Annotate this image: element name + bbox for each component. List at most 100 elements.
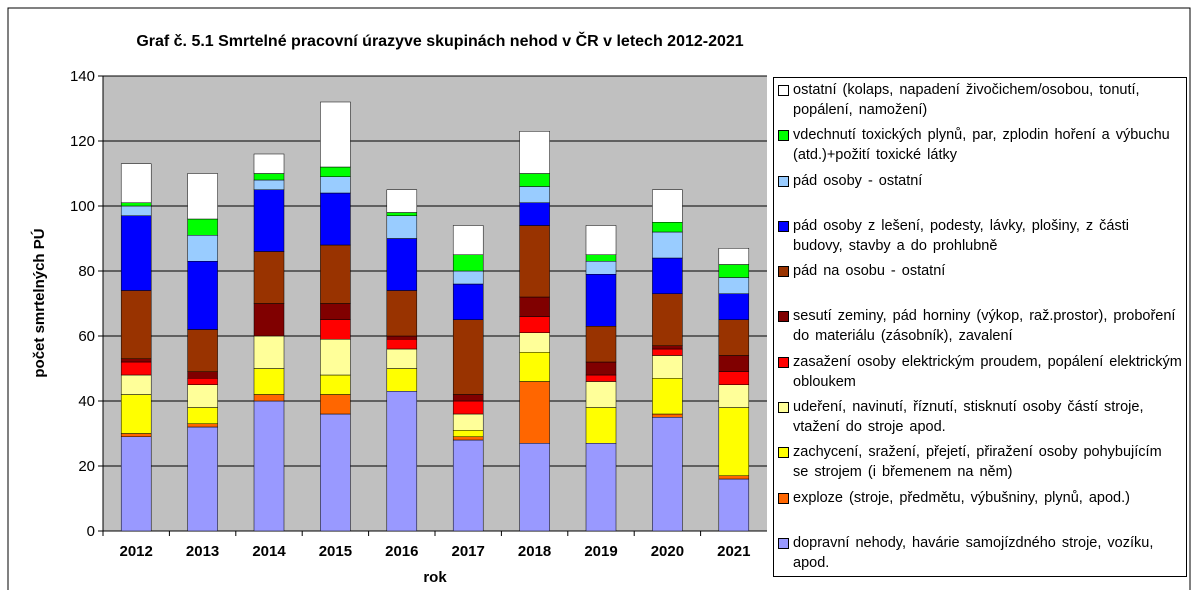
- bar-segment: [652, 348, 683, 356]
- bar-segment: [652, 417, 683, 532]
- legend-swatch: [778, 130, 789, 142]
- bar-segment: [320, 192, 351, 246]
- bar-segment: [718, 384, 750, 408]
- bar-segment: [187, 173, 218, 220]
- x-tick-label: 2016: [385, 543, 418, 560]
- frame: [7, 7, 1191, 595]
- bar-segment: [652, 293, 683, 346]
- legend-swatch: [778, 537, 789, 549]
- legend-label: pád na osobu - ostatní: [793, 263, 946, 280]
- legend-swatch: [778, 175, 789, 187]
- bar-segment: [585, 443, 617, 532]
- legend-label: udeření, navinutí, říznutí, stisknutí os…: [793, 399, 1144, 436]
- bar-segment: [120, 215, 152, 291]
- bar-segment: [120, 358, 152, 363]
- bar-segment: [386, 290, 418, 337]
- legend-swatch: [778, 492, 789, 504]
- bar-segment: [519, 202, 550, 226]
- bar-segment: [585, 361, 617, 376]
- bar-segment: [585, 274, 617, 327]
- bar-segment: [718, 319, 750, 356]
- legend-label: dopravní nehody, havárie samojízdného st…: [793, 534, 1154, 571]
- bar-segment: [320, 166, 351, 177]
- bar-segment: [452, 439, 484, 532]
- bar-segment: [652, 222, 683, 233]
- bar-segment: [452, 319, 484, 395]
- legend-swatch: [778, 220, 789, 232]
- bar-segment: [585, 261, 617, 275]
- legend-item: vdechnutí toxických plynů, par, zplodin …: [778, 125, 1182, 170]
- legend-item: ostatní (kolaps, napadení živočichem/oso…: [778, 80, 1182, 125]
- legend-label: vdechnutí toxických plynů, par, zplodin …: [793, 127, 1170, 164]
- legend: ostatní (kolaps, napadení živočichem/oso…: [773, 77, 1187, 577]
- bar-segment: [120, 374, 152, 395]
- legend-label: zachycení, sražení, přejetí, přiražení o…: [793, 444, 1162, 481]
- legend-item: exploze (stroje, předmětu, výbušniny, pl…: [778, 488, 1182, 533]
- legend-swatch: [778, 402, 789, 414]
- x-tick-label: 2014: [252, 543, 286, 560]
- chart-title: Graf č. 5.1 Smrtelné pracovní úrazyve sk…: [136, 31, 743, 50]
- bar-segment: [585, 326, 617, 363]
- legend-item: zasažení osoby elektrickým proudem, popá…: [778, 352, 1182, 397]
- bar-segment: [519, 316, 550, 333]
- legend-swatch: [778, 311, 789, 323]
- bar-segment: [652, 189, 683, 223]
- bar-segment: [120, 394, 152, 434]
- x-tick-label: 2018: [518, 543, 551, 560]
- legend-item: pád osoby - ostatní: [778, 171, 1182, 216]
- legend-label: ostatní (kolaps, napadení živočichem/oso…: [793, 82, 1140, 118]
- bar-segment: [452, 283, 484, 320]
- x-tick-label: 2017: [452, 543, 485, 560]
- bar-segment: [386, 339, 418, 350]
- bar-segment: [452, 394, 484, 402]
- bar-segment: [253, 303, 285, 337]
- bar-segment: [386, 238, 418, 291]
- bar-segment: [519, 332, 550, 353]
- bar-segment: [585, 407, 617, 444]
- bar-segment: [386, 335, 418, 340]
- bar-segment: [585, 254, 617, 262]
- y-tick-label: 100: [70, 198, 95, 215]
- legend-swatch: [778, 447, 789, 459]
- y-tick-label: 60: [78, 328, 95, 345]
- bar-segment: [253, 179, 285, 190]
- bar-segment: [386, 368, 418, 392]
- bar-segment: [187, 329, 218, 372]
- bar-segment: [718, 478, 750, 532]
- bar-segment: [187, 426, 218, 532]
- bar-segment: [718, 293, 750, 320]
- x-tick-label: 2020: [651, 543, 684, 560]
- y-tick-label: 40: [78, 393, 95, 410]
- x-tick-label: 2013: [186, 543, 219, 560]
- bar-segment: [519, 173, 550, 187]
- bar-segment: [652, 257, 683, 294]
- legend-label: zasažení osoby elektrickým proudem, popá…: [793, 353, 1182, 390]
- bar-segment: [386, 391, 418, 532]
- bar-segment: [519, 352, 550, 382]
- bar-segment: [519, 381, 550, 444]
- bar-segment: [187, 235, 218, 262]
- bar-segment: [452, 225, 484, 255]
- y-tick-label: 80: [78, 263, 95, 280]
- bar-segment: [120, 361, 152, 376]
- bar-segment: [585, 225, 617, 255]
- bar-segment: [652, 231, 683, 259]
- x-tick-label: 2015: [319, 543, 352, 560]
- bar-segment: [386, 215, 418, 239]
- bar-segment: [320, 319, 351, 340]
- bar-segment: [718, 371, 750, 385]
- bar-segment: [253, 394, 285, 402]
- bar-segment: [320, 176, 351, 194]
- bar-segment: [120, 205, 152, 216]
- bar-segment: [452, 413, 484, 431]
- bar-segment: [452, 436, 484, 441]
- bar-segment: [718, 407, 750, 476]
- bar-segment: [187, 371, 218, 379]
- bar-segment: [120, 433, 152, 437]
- bar-segment: [519, 443, 550, 532]
- bar-segment: [452, 254, 484, 272]
- y-axis-label: počet smrtelných PÚ: [30, 228, 48, 377]
- bar-segment: [386, 348, 418, 369]
- bar-segment: [452, 430, 484, 437]
